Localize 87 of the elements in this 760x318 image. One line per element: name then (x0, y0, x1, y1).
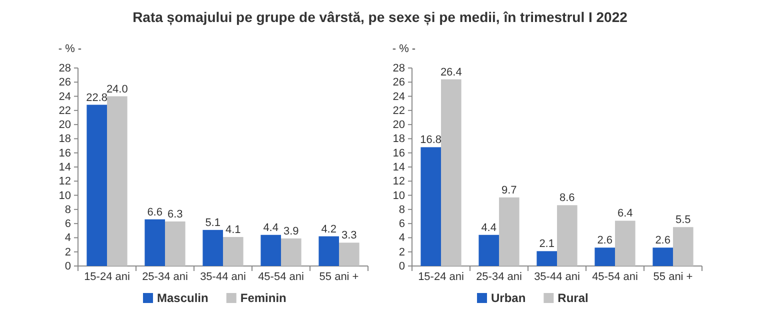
chart-title: Rata șomajului pe grupe de vârstă, pe sexe și pe medii, în trimestrul I 2022 (132, 9, 628, 26)
y-tick-label: 16 (58, 147, 71, 160)
data-label: 4.2 (321, 223, 336, 236)
y-tick-label: 14 (58, 162, 71, 174)
y-tick-label: 2 (398, 246, 405, 258)
data-label: 9.7 (502, 184, 517, 196)
y-tick-label: 10 (58, 190, 71, 202)
y-tick-label: 14 (392, 162, 405, 174)
y-axis-title: - % - (392, 43, 416, 55)
y-tick-label: 8 (398, 204, 405, 216)
y-tick-label: 8 (64, 204, 71, 216)
y-tick-label: 6 (398, 218, 405, 230)
x-tick-label: 55 ani + (319, 271, 359, 283)
y-tick-label: 24 (392, 90, 405, 103)
x-tick-label: 35-44 ani (200, 271, 246, 283)
y-tick-label: 0 (64, 260, 71, 273)
y-tick-label: 20 (392, 119, 405, 132)
data-label: 22.8 (86, 92, 108, 104)
data-label: 2.6 (655, 234, 670, 247)
x-tick-label: 35-44 ani (534, 271, 580, 283)
y-tick-label: 18 (392, 133, 405, 146)
data-label: 26.4 (440, 66, 462, 78)
y-tick-label: 12 (58, 176, 71, 188)
bar (478, 234, 499, 266)
bar (281, 238, 302, 266)
bar (86, 104, 107, 266)
data-label: 3.9 (284, 225, 299, 238)
bar (223, 237, 244, 266)
x-tick-label: 15-24 ani (84, 271, 130, 283)
legend-label: Masculin (157, 291, 208, 305)
y-tick-label: 18 (58, 133, 71, 146)
bar (673, 227, 694, 266)
data-label: 5.5 (676, 214, 691, 226)
bar (202, 230, 223, 266)
bar (594, 248, 615, 266)
data-label: 5.1 (205, 216, 220, 229)
data-label: 16.8 (420, 134, 442, 146)
legend-label: Rural (558, 291, 588, 305)
y-tick-label: 4 (64, 232, 71, 244)
x-tick-label: 15-24 ani (418, 271, 464, 283)
y-tick-label: 22 (392, 104, 405, 117)
legend-label: Urban (491, 291, 526, 305)
bar (615, 220, 636, 266)
y-tick-label: 4 (398, 232, 405, 244)
bar (441, 79, 462, 266)
data-label: 8.6 (560, 192, 575, 204)
y-tick-label: 10 (392, 190, 405, 202)
bar (165, 221, 186, 266)
data-label: 24.0 (106, 83, 128, 96)
legend-label: Feminin (240, 291, 286, 305)
data-label: 6.3 (168, 208, 183, 220)
y-tick-label: 24 (58, 90, 71, 103)
bar (107, 96, 128, 266)
data-label: 2.6 (597, 234, 612, 247)
bar (536, 251, 557, 266)
y-tick-label: 26 (392, 76, 405, 89)
y-tick-label: 20 (58, 119, 71, 132)
y-tick-label: 26 (58, 76, 71, 89)
y-tick-label: 0 (398, 260, 405, 273)
bar (318, 236, 339, 266)
data-label: 6.4 (618, 208, 633, 220)
y-tick-label: 28 (58, 62, 71, 75)
data-label: 2.1 (539, 238, 554, 250)
y-tick-label: 22 (58, 104, 71, 117)
bar (499, 197, 520, 266)
x-tick-label: 25-34 ani (476, 271, 522, 283)
data-label: 4.4 (263, 222, 278, 234)
bar (144, 219, 165, 266)
data-label: 3.3 (342, 230, 357, 242)
y-tick-label: 16 (392, 147, 405, 160)
data-label: 4.1 (226, 224, 241, 236)
y-tick-label: 2 (64, 246, 71, 258)
y-tick-label: 28 (392, 62, 405, 75)
bar (557, 205, 578, 266)
bar (652, 248, 673, 266)
bar (420, 147, 441, 266)
x-tick-label: 45-54 ani (258, 271, 304, 283)
x-tick-label: 25-34 ani (142, 271, 188, 283)
y-tick-label: 6 (64, 218, 71, 230)
bar (339, 242, 360, 266)
x-tick-label: 45-54 ani (592, 271, 638, 283)
data-label: 4.4 (481, 222, 496, 234)
y-tick-label: 12 (392, 176, 405, 188)
y-axis-title: - % - (58, 43, 82, 55)
bar (260, 234, 281, 266)
data-label: 6.6 (147, 206, 162, 218)
x-tick-label: 55 ani + (653, 271, 693, 283)
